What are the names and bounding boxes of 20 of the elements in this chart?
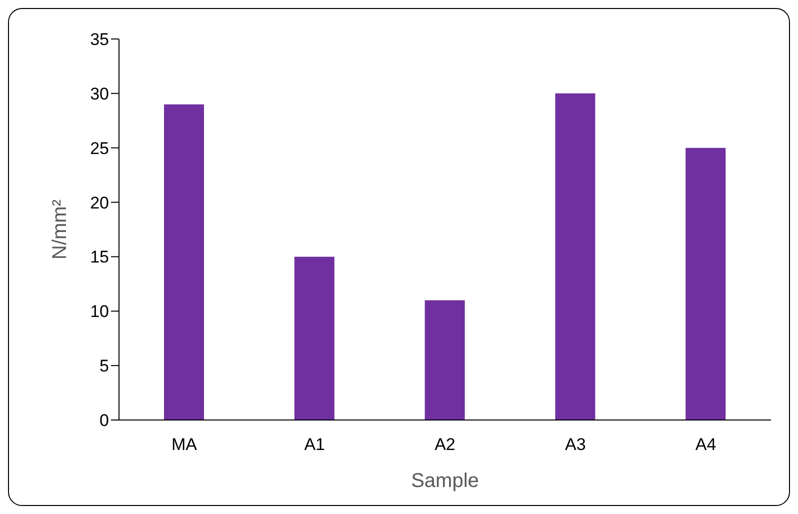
bar	[686, 148, 726, 420]
y-tick-label: 10	[90, 302, 109, 322]
y-tick-label: 15	[90, 248, 109, 267]
x-tick-label: A1	[304, 435, 325, 454]
y-tick-label: 30	[90, 84, 109, 104]
y-tick-label: 25	[90, 138, 109, 158]
bar	[294, 256, 334, 420]
bar	[555, 93, 596, 420]
x-tick-label: A3	[565, 435, 586, 454]
x-axis-title: Sample	[411, 470, 479, 492]
bar	[424, 300, 465, 420]
y-tick-label: 20	[90, 193, 109, 212]
x-tick-label: MA	[171, 435, 198, 454]
x-tick-label: A4	[695, 435, 716, 454]
x-tick-label: A2	[434, 435, 456, 454]
y-axis-title: N/mm²	[49, 199, 72, 260]
y-tick-label: 5	[100, 356, 109, 376]
y-tick-label: 0	[100, 411, 109, 430]
y-tick-label: 35	[90, 30, 109, 50]
bar	[164, 104, 204, 420]
